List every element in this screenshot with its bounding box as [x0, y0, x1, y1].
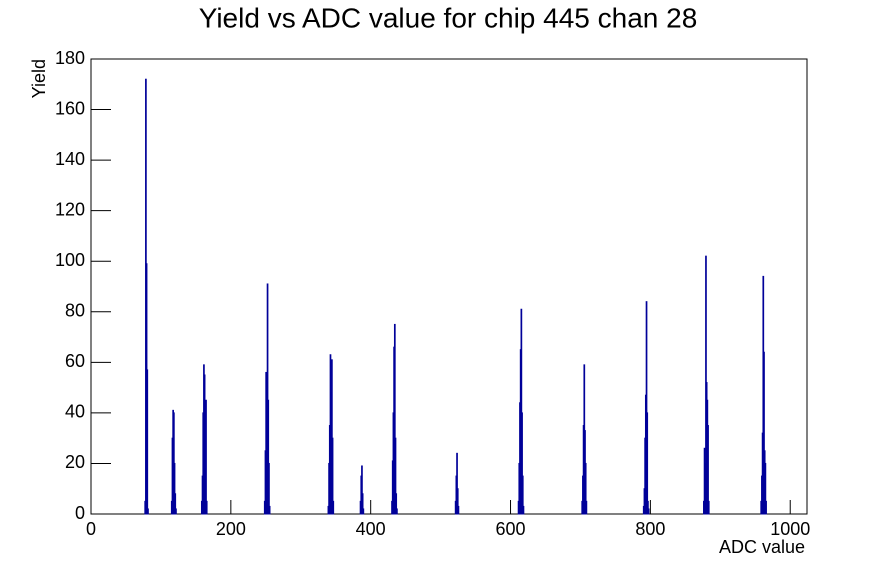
bar [362, 508, 365, 515]
bar [707, 425, 709, 515]
x-tick-label: 600 [496, 519, 526, 539]
x-tick-label: 800 [635, 519, 665, 539]
y-tick-label: 0 [75, 503, 85, 523]
chart-title: Yield vs ADC value for chip 445 chan 28 [199, 2, 698, 33]
y-tick-label: 100 [55, 250, 85, 270]
bar [457, 505, 460, 515]
x-tick-label: 1000 [770, 519, 810, 539]
y-tick-label: 80 [65, 301, 85, 321]
bar [396, 508, 398, 515]
x-tick-label: 200 [216, 519, 246, 539]
bar [332, 500, 335, 515]
y-tick-label: 20 [65, 452, 85, 472]
bar [585, 500, 588, 515]
bar [205, 399, 207, 515]
bar [146, 369, 149, 515]
bar [765, 500, 767, 515]
y-tick-label: 140 [55, 149, 85, 169]
x-tick-label: 0 [86, 519, 96, 539]
x-axis-label: ADC value [719, 537, 805, 557]
bar [205, 500, 208, 515]
x-tick-label: 400 [356, 519, 386, 539]
y-tick-label: 60 [65, 351, 85, 371]
bar [175, 508, 177, 515]
bar [268, 505, 271, 515]
y-axis-label: Yield [29, 59, 49, 98]
bar [647, 508, 650, 515]
bar [522, 505, 525, 515]
y-tick-label: 120 [55, 199, 85, 219]
bar [147, 508, 149, 515]
bar [707, 500, 710, 515]
y-tick-label: 40 [65, 402, 85, 422]
plot-frame [90, 58, 808, 515]
y-tick-label: 160 [55, 98, 85, 118]
y-tick-label: 180 [55, 48, 85, 68]
bar [646, 412, 649, 515]
